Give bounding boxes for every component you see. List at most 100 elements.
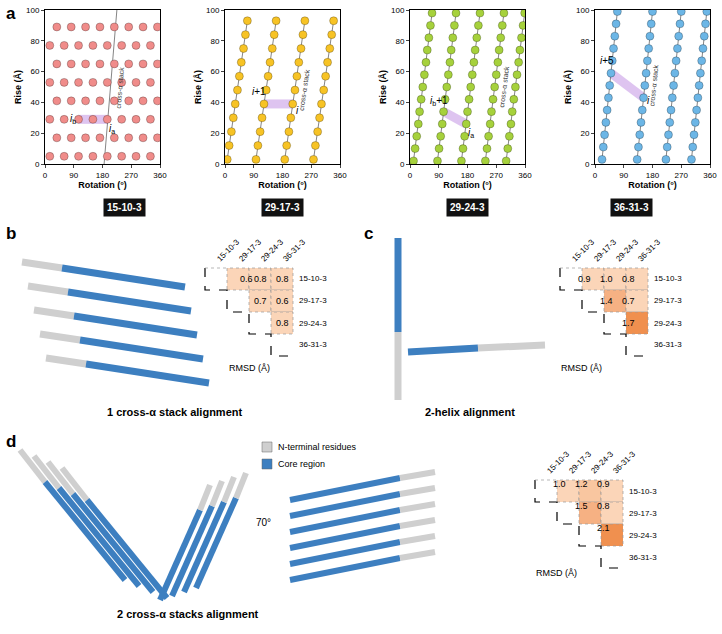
- svg-text:0.7: 0.7: [622, 296, 635, 306]
- svg-text:RMSD (Å): RMSD (Å): [561, 363, 602, 373]
- svg-text:270: 270: [490, 171, 504, 180]
- svg-text:cross-α stack: cross-α stack: [498, 66, 510, 108]
- svg-text:36-31-3: 36-31-3: [299, 340, 327, 349]
- svg-text:180: 180: [96, 171, 110, 180]
- svg-text:Rotation (°): Rotation (°): [78, 180, 127, 190]
- svg-text:36-31-3: 36-31-3: [611, 449, 637, 475]
- svg-text:0.8: 0.8: [254, 274, 267, 284]
- svg-text:a: a: [6, 4, 16, 23]
- svg-text:0: 0: [585, 160, 590, 169]
- svg-text:i+1: i+1: [252, 86, 266, 97]
- svg-text:0: 0: [408, 171, 413, 180]
- svg-text:i: i: [296, 105, 299, 116]
- svg-text:29-24-3: 29-24-3: [629, 531, 657, 540]
- svg-text:60: 60: [580, 67, 589, 76]
- svg-text:0.8: 0.8: [597, 501, 610, 511]
- svg-text:29-17-3: 29-17-3: [629, 509, 657, 518]
- svg-text:15-10-3: 15-10-3: [654, 274, 682, 283]
- svg-text:0.6: 0.6: [240, 274, 253, 284]
- svg-text:0: 0: [35, 160, 40, 169]
- svg-text:2 cross-α stacks alignment: 2 cross-α stacks alignment: [117, 608, 259, 620]
- svg-text:29-17-3: 29-17-3: [265, 202, 300, 213]
- svg-text:29-17-3: 29-17-3: [237, 237, 263, 263]
- svg-text:2.1: 2.1: [597, 523, 610, 533]
- svg-text:29-24-3: 29-24-3: [259, 237, 285, 263]
- svg-text:40: 40: [395, 98, 404, 107]
- svg-text:100: 100: [206, 6, 220, 15]
- svg-text:90: 90: [619, 171, 628, 180]
- svg-text:15-10-3: 15-10-3: [570, 237, 596, 263]
- svg-text:Rise (Å): Rise (Å): [13, 70, 23, 104]
- svg-text:b: b: [6, 224, 16, 243]
- svg-text:0.8: 0.8: [276, 274, 289, 284]
- svg-text:cross-α stack: cross-α stack: [115, 66, 125, 108]
- svg-text:36-31-3: 36-31-3: [281, 237, 307, 263]
- svg-text:100: 100: [391, 6, 405, 15]
- svg-text:15-10-3: 15-10-3: [107, 202, 142, 213]
- svg-text:20: 20: [580, 129, 589, 138]
- svg-text:100: 100: [26, 6, 40, 15]
- svg-text:Core region: Core region: [278, 459, 325, 469]
- svg-text:60: 60: [395, 67, 404, 76]
- svg-text:d: d: [6, 432, 16, 451]
- svg-text:0: 0: [215, 160, 220, 169]
- svg-text:0.8: 0.8: [276, 318, 289, 328]
- svg-text:80: 80: [580, 37, 589, 46]
- svg-text:0.7: 0.7: [254, 296, 267, 306]
- svg-text:1.0: 1.0: [553, 479, 566, 489]
- svg-text:270: 270: [125, 171, 139, 180]
- svg-text:15-10-3: 15-10-3: [629, 487, 657, 496]
- svg-text:180: 180: [646, 171, 660, 180]
- svg-text:36-31-3: 36-31-3: [629, 553, 657, 562]
- svg-text:15-10-3: 15-10-3: [545, 449, 571, 475]
- svg-text:15-10-3: 15-10-3: [215, 237, 241, 263]
- svg-text:29-24-3: 29-24-3: [614, 237, 640, 263]
- svg-text:40: 40: [210, 98, 219, 107]
- svg-text:36-31-3: 36-31-3: [636, 237, 662, 263]
- svg-text:20: 20: [210, 129, 219, 138]
- svg-text:Rise (Å): Rise (Å): [378, 70, 388, 104]
- svg-text:60: 60: [210, 67, 219, 76]
- svg-text:80: 80: [395, 37, 404, 46]
- svg-text:i+5: i+5: [600, 55, 614, 66]
- svg-text:RMSD (Å): RMSD (Å): [229, 363, 270, 373]
- svg-text:360: 360: [333, 171, 347, 180]
- svg-text:40: 40: [30, 98, 39, 107]
- svg-text:2-helix alignment: 2-helix alignment: [425, 406, 515, 418]
- svg-text:270: 270: [305, 171, 319, 180]
- svg-text:1.7: 1.7: [622, 318, 635, 328]
- svg-text:1.4: 1.4: [600, 296, 613, 306]
- svg-text:1 cross-α stack alignment: 1 cross-α stack alignment: [107, 406, 242, 418]
- svg-text:80: 80: [30, 37, 39, 46]
- svg-text:1.5: 1.5: [575, 501, 588, 511]
- svg-text:RMSD (Å): RMSD (Å): [536, 568, 577, 578]
- svg-text:360: 360: [703, 171, 717, 180]
- svg-text:29-17-3: 29-17-3: [654, 296, 682, 305]
- svg-text:i​a​: i​a​: [468, 127, 474, 139]
- svg-text:29-17-3: 29-17-3: [567, 449, 593, 475]
- svg-text:36-31-3: 36-31-3: [614, 202, 649, 213]
- svg-text:c: c: [364, 224, 373, 243]
- svg-text:i: i: [647, 95, 650, 106]
- svg-text:100: 100: [576, 6, 590, 15]
- svg-text:Rise (Å): Rise (Å): [563, 70, 573, 104]
- svg-text:0.6: 0.6: [276, 296, 289, 306]
- svg-text:90: 90: [249, 171, 258, 180]
- svg-text:29-17-3: 29-17-3: [592, 237, 618, 263]
- svg-text:80: 80: [210, 37, 219, 46]
- svg-text:0: 0: [400, 160, 405, 169]
- svg-text:N-terminal residues: N-terminal residues: [278, 442, 357, 452]
- svg-text:i​a​: i​a​: [109, 123, 115, 135]
- svg-text:20: 20: [395, 129, 404, 138]
- svg-text:0.9: 0.9: [578, 274, 591, 284]
- svg-text:29-24-3: 29-24-3: [589, 449, 615, 475]
- svg-text:cross-α stack: cross-α stack: [298, 69, 311, 111]
- svg-text:180: 180: [461, 171, 475, 180]
- svg-text:90: 90: [69, 171, 78, 180]
- svg-text:36-31-3: 36-31-3: [654, 340, 682, 349]
- svg-text:360: 360: [153, 171, 167, 180]
- svg-text:180: 180: [276, 171, 290, 180]
- svg-text:1.2: 1.2: [575, 479, 588, 489]
- svg-text:i​b​: i​b​: [70, 113, 76, 125]
- svg-text:20: 20: [30, 129, 39, 138]
